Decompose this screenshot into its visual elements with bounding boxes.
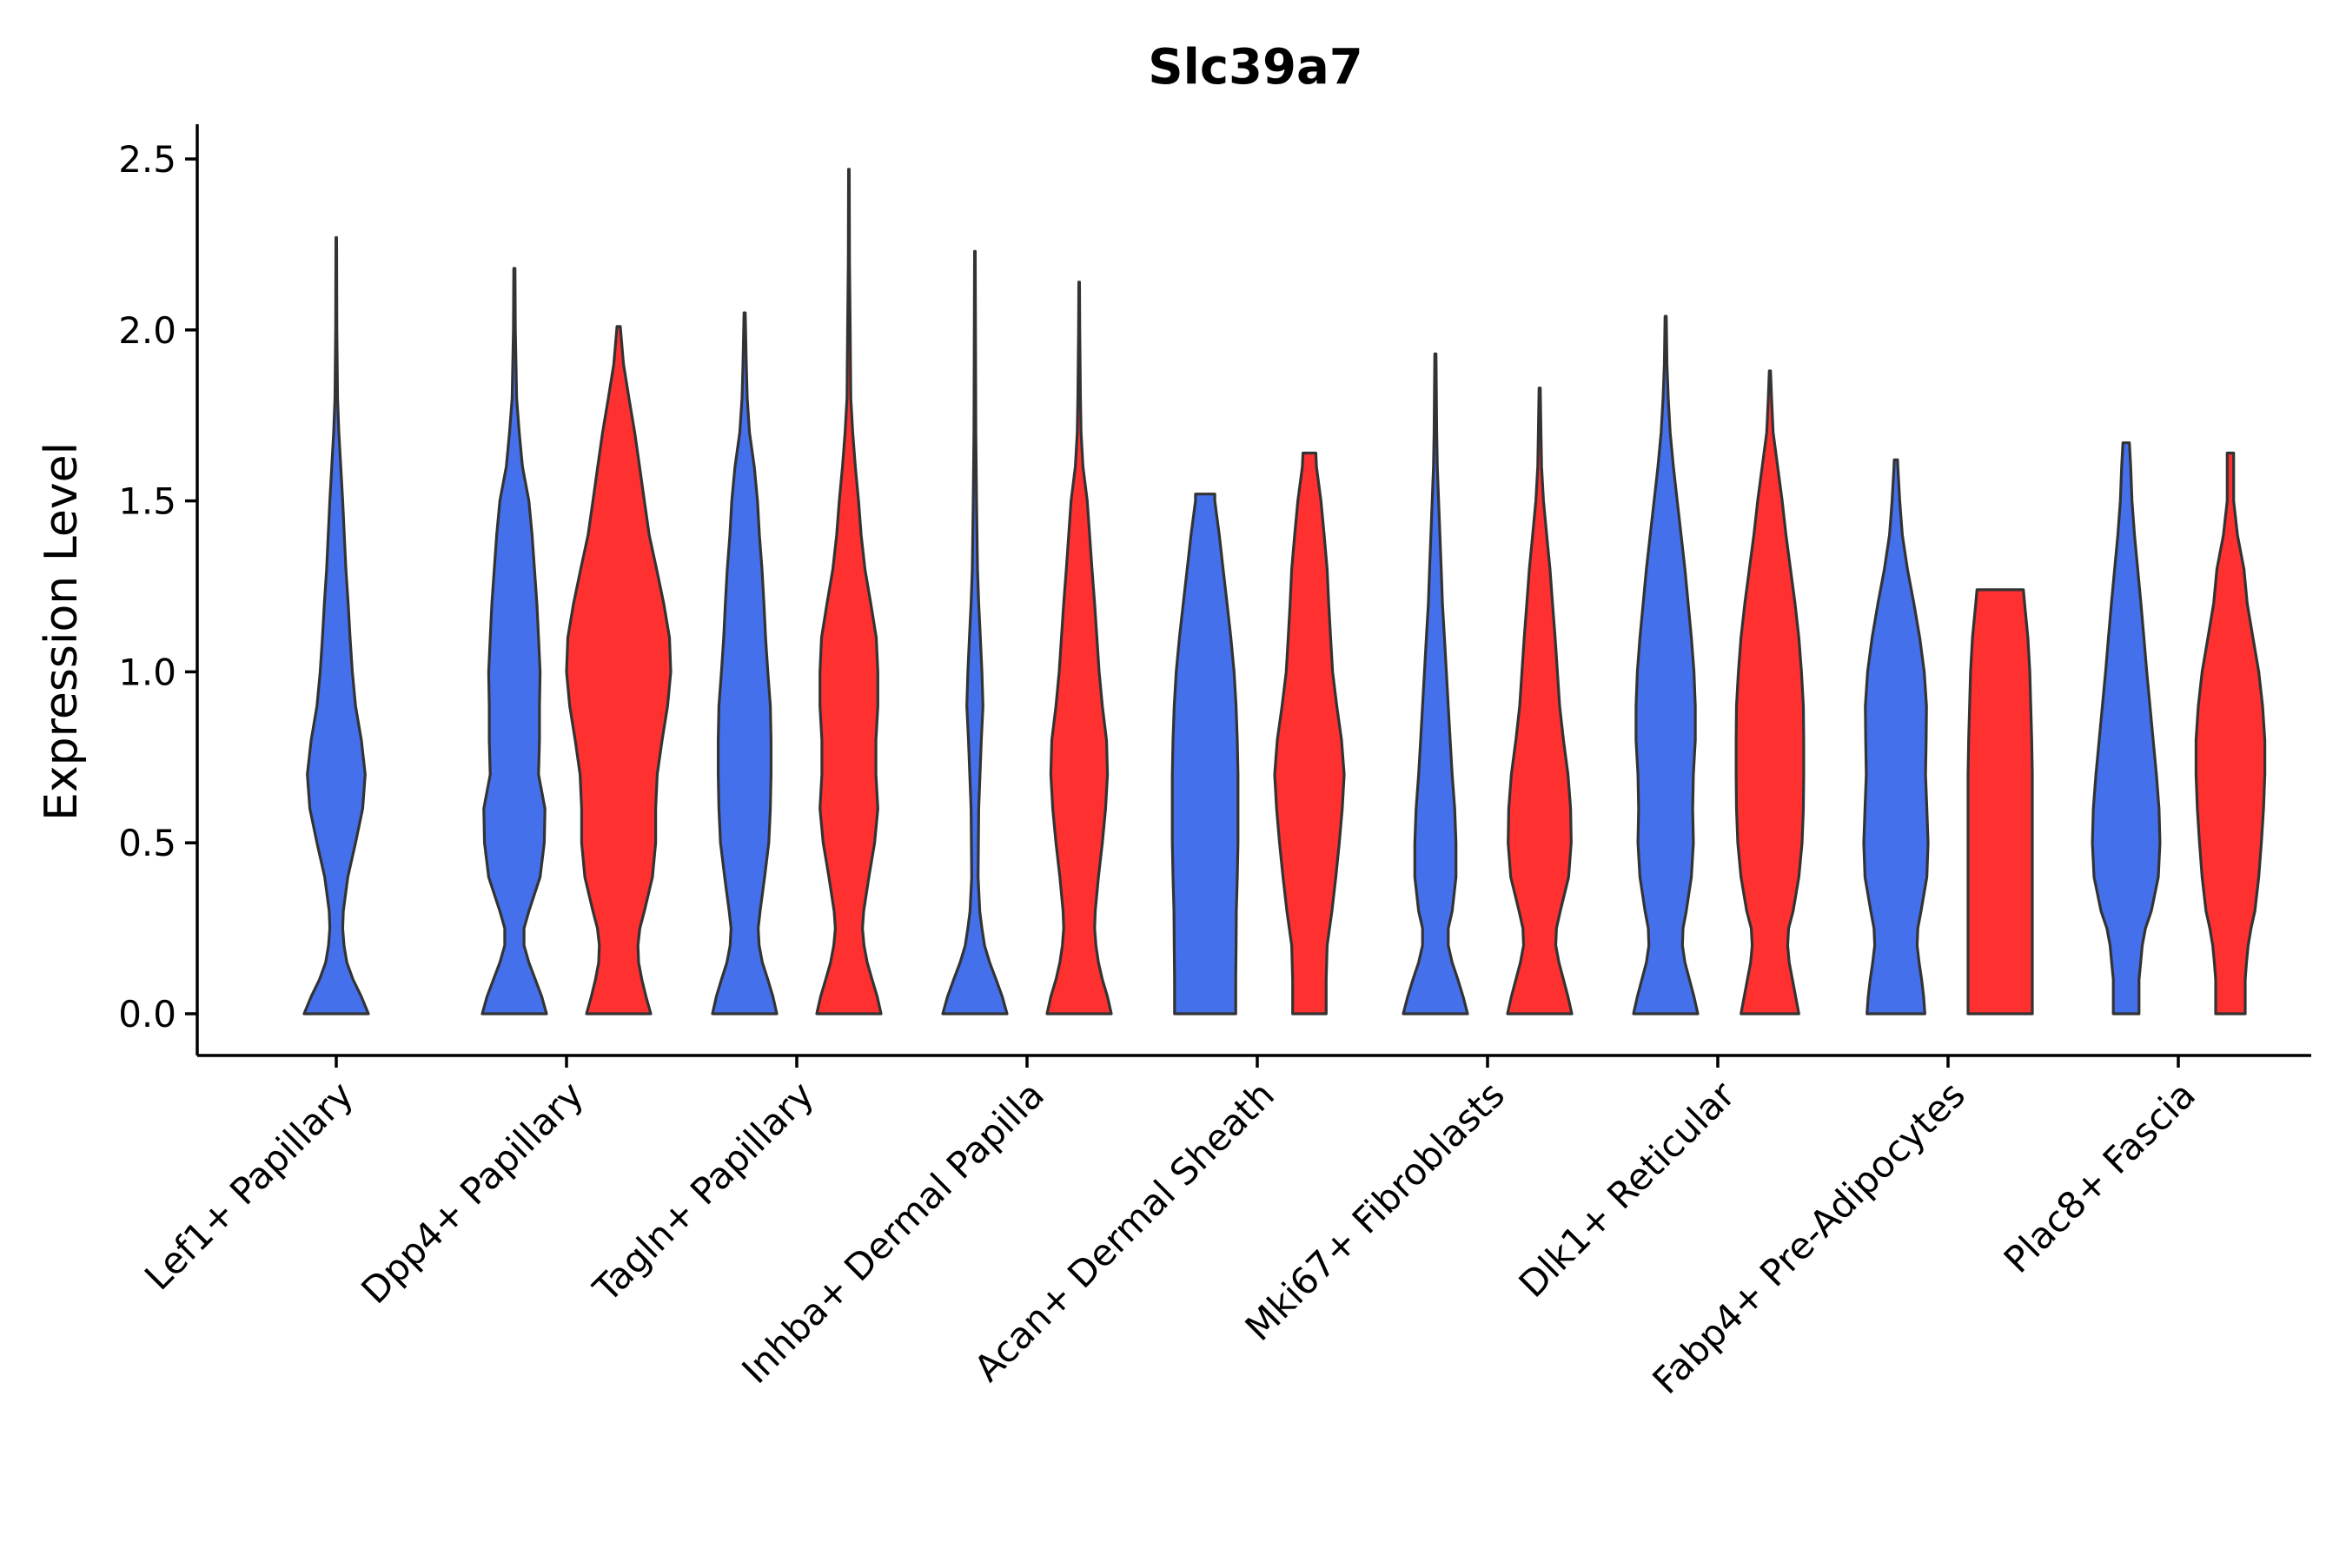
violin-1-blue bbox=[302, 235, 370, 1016]
x-tick-label: Plac8+ Fascia bbox=[1996, 1073, 2204, 1280]
violin-7-blue bbox=[1632, 314, 1700, 1016]
x-tick-label: Dpp4+ Papillary bbox=[353, 1073, 592, 1312]
y-tick-label: 1.5 bbox=[118, 480, 176, 523]
violin-6-blue bbox=[1402, 352, 1469, 1016]
violin-9-blue bbox=[2091, 441, 2162, 1016]
y-tick-label: 0.0 bbox=[118, 993, 176, 1035]
violin-4-red bbox=[1045, 281, 1113, 1016]
x-tick-label: Lef1+ Papillary bbox=[136, 1073, 361, 1298]
violins-layer bbox=[302, 168, 2267, 1016]
violin-4-blue bbox=[941, 249, 1009, 1016]
violin-8-blue bbox=[1862, 458, 1930, 1016]
y-tick-label: 0.5 bbox=[118, 822, 176, 864]
violin-5-blue bbox=[1170, 493, 1240, 1016]
y-tick-label: 2.0 bbox=[118, 309, 176, 352]
y-axis-label: Expression Level bbox=[36, 442, 88, 821]
y-tick-label: 2.5 bbox=[118, 138, 176, 181]
x-tick-label: Tagln+ Papillary bbox=[585, 1073, 822, 1310]
violin-2-red bbox=[565, 325, 673, 1016]
x-tick-label: Mki67+ Fibroblasts bbox=[1237, 1073, 1513, 1348]
violin-3-blue bbox=[711, 311, 779, 1016]
violin-5-red bbox=[1273, 451, 1346, 1016]
x-tick-label: Dlk1+ Reticular bbox=[1511, 1073, 1744, 1306]
y-tick-label: 1.0 bbox=[118, 651, 176, 693]
violin-8-red bbox=[1966, 588, 2034, 1016]
violin-3-red bbox=[815, 168, 883, 1016]
violin-6-red bbox=[1506, 387, 1574, 1016]
violin-7-red bbox=[1734, 369, 1806, 1016]
chart-title: Slc39a7 bbox=[1148, 39, 1362, 96]
violin-2-blue bbox=[480, 267, 548, 1016]
violin-9-red bbox=[2194, 451, 2267, 1016]
